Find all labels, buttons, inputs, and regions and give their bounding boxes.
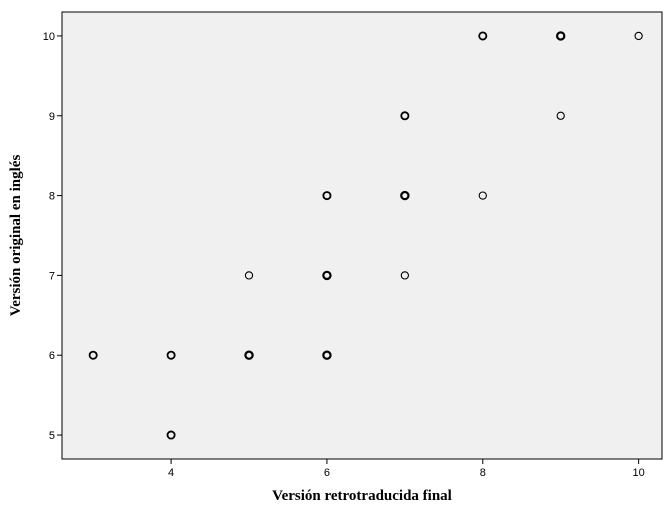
data-point	[478, 31, 488, 41]
data-points	[88, 31, 643, 440]
x-axis: 4 6 8 10	[168, 459, 645, 479]
y-tick-label: 5	[49, 430, 55, 442]
y-tick-label: 6	[49, 350, 55, 362]
data-point	[556, 111, 565, 120]
x-tick-label: 6	[324, 467, 330, 479]
data-point	[400, 271, 410, 280]
y-tick-label: 8	[49, 191, 55, 203]
y-tick-label: 9	[49, 111, 55, 123]
plot-area	[61, 11, 663, 460]
y-axis: 5 6 7 8 9 10	[43, 31, 62, 442]
x-tick-label: 10	[632, 467, 644, 479]
data-point	[634, 31, 643, 41]
x-axis-title: Versión retrotraducida final	[272, 488, 452, 504]
data-point	[322, 270, 332, 281]
data-point	[400, 111, 410, 121]
data-point	[478, 191, 487, 200]
data-point	[88, 350, 98, 360]
x-tick-label: 4	[168, 467, 174, 479]
data-point	[166, 430, 176, 440]
data-point	[556, 31, 566, 41]
data-point	[244, 271, 254, 280]
y-axis-title: Versión original en inglés	[8, 155, 24, 317]
data-point	[400, 190, 410, 201]
x-tick-label: 8	[480, 467, 486, 479]
y-tick-label: 10	[43, 31, 55, 43]
data-point	[322, 350, 332, 360]
data-point	[166, 350, 176, 360]
data-point	[322, 191, 332, 201]
data-point	[244, 350, 254, 360]
y-tick-label: 7	[49, 270, 55, 282]
